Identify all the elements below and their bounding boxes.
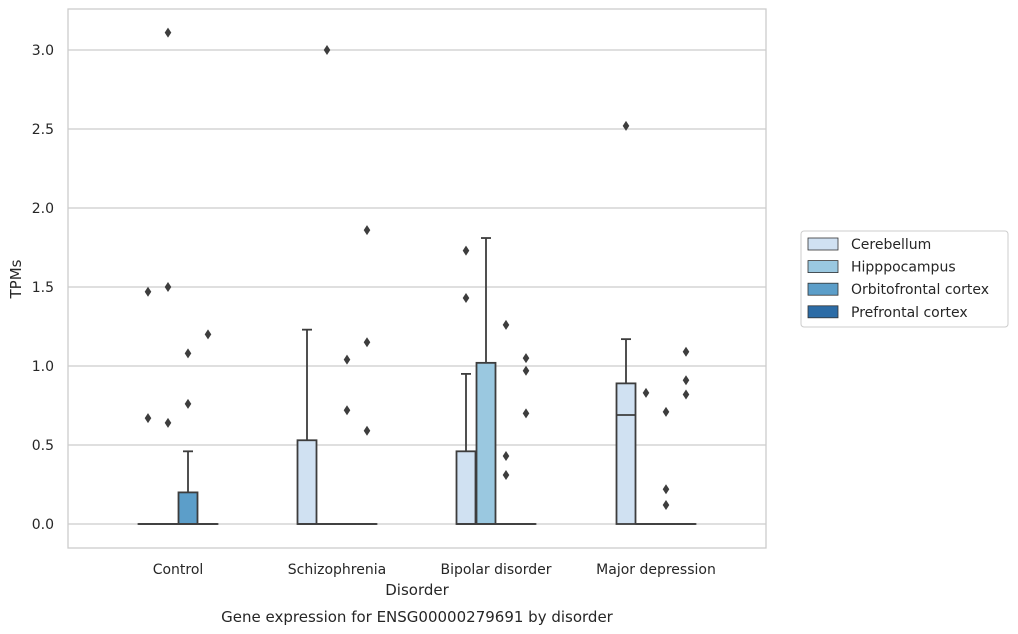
- outlier-point: [363, 425, 371, 436]
- outlier-point: [682, 375, 690, 386]
- gridlines: [68, 49, 766, 525]
- x-tick-label: Major depression: [596, 562, 716, 578]
- legend-label: Cerebellum: [851, 237, 931, 253]
- outlier-point: [662, 500, 670, 511]
- x-tick-label: Control: [153, 562, 204, 578]
- legend-label: Prefrontal cortex: [851, 305, 968, 321]
- x-tick-label: Schizophrenia: [288, 562, 386, 578]
- outlier-point: [502, 451, 510, 462]
- outlier-point: [363, 225, 371, 236]
- legend-frame: [800, 230, 1009, 328]
- box: [177, 491, 199, 525]
- y-axis-title: TPMs: [7, 259, 25, 299]
- outlier-point: [164, 27, 172, 38]
- box-group: [177, 450, 199, 525]
- box: [615, 382, 637, 525]
- legend-swatch: [807, 237, 839, 251]
- x-tick-label: Bipolar disorder: [440, 562, 551, 578]
- box-group: [455, 372, 477, 525]
- outlier-point: [522, 365, 530, 376]
- box-group: [296, 328, 318, 525]
- outlier-point: [144, 286, 152, 297]
- y-tick-label: 1.0: [32, 359, 54, 375]
- box: [296, 439, 318, 525]
- y-tick-label: 2.5: [32, 122, 54, 138]
- outlier-point: [144, 413, 152, 424]
- x-axis-title: Disorder: [385, 581, 449, 599]
- box: [475, 361, 497, 525]
- box: [455, 450, 477, 525]
- legend-label: Hipppocampus: [851, 260, 956, 276]
- box-group: [475, 237, 497, 525]
- outlier-point: [462, 245, 470, 256]
- y-tick-labels: 0.0 0.5 1.0 1.5 2.0 2.5 3.0: [32, 43, 54, 533]
- y-tick-label: 2.0: [32, 201, 54, 217]
- outlier-point: [502, 319, 510, 330]
- chart-caption: Gene expression for ENSG00000279691 by d…: [221, 608, 614, 626]
- outlier-point: [522, 408, 530, 419]
- outlier-point: [363, 337, 371, 348]
- box-layer: [137, 237, 697, 525]
- box-group: [615, 338, 637, 525]
- outlier-point: [164, 282, 172, 292]
- plot-frame: [67, 8, 767, 549]
- y-tick-label: 1.5: [32, 280, 54, 296]
- outlier-point: [184, 348, 192, 359]
- outlier-point: [522, 353, 530, 364]
- outlier-point: [343, 405, 351, 416]
- x-tick-labels: Control Schizophrenia Bipolar disorder Majo…: [153, 562, 716, 578]
- y-tick-label: 0.5: [32, 438, 54, 454]
- outlier-point: [642, 387, 650, 398]
- outlier-point: [662, 406, 670, 417]
- legend-swatch: [807, 305, 839, 319]
- outlier-point: [323, 45, 331, 55]
- outlier-point: [462, 293, 470, 304]
- y-tick-label: 0.0: [32, 517, 54, 533]
- outlier-layer: [144, 27, 690, 511]
- outlier-point: [343, 354, 351, 365]
- legend-swatch: [807, 282, 839, 296]
- outlier-point: [682, 389, 690, 400]
- outlier-point: [184, 398, 192, 409]
- outlier-point: [164, 417, 172, 428]
- legend-swatch: [807, 260, 839, 274]
- legend-label: Orbitofrontal cortex: [851, 282, 989, 298]
- y-tick-label: 3.0: [32, 43, 54, 59]
- legend: Cerebellum Hipppocampus Orbitofrontal cort…: [800, 230, 1009, 328]
- outlier-point: [502, 470, 510, 481]
- outlier-point: [622, 120, 630, 131]
- outlier-point: [682, 346, 690, 357]
- outlier-point: [204, 329, 212, 340]
- outlier-point: [662, 484, 670, 495]
